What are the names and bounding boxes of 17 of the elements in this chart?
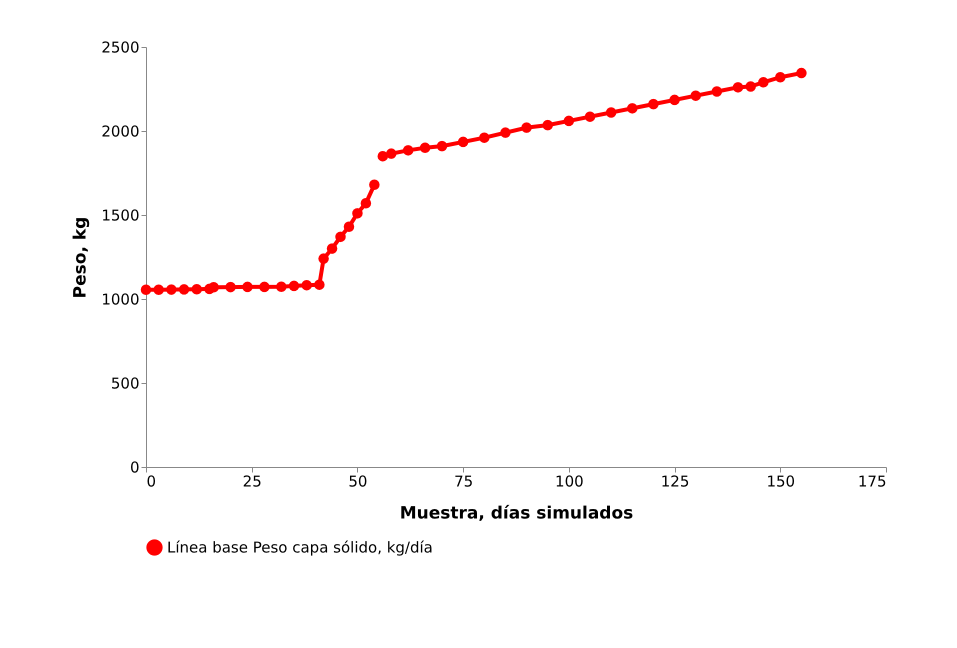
y-tick-label: 0 (130, 458, 140, 476)
x-tick-label: 0 (146, 472, 156, 490)
x-tick-label: 75 (454, 472, 474, 490)
x-tick-label: 125 (660, 472, 690, 490)
y-tick-label: 1000 (101, 290, 140, 308)
y-axis-title: Peso, kg (70, 216, 90, 298)
x-tick-label: 100 (555, 472, 584, 490)
x-tick-label: 50 (348, 472, 368, 490)
x-axis-title: Muestra, días simulados (400, 504, 634, 524)
x-tick-label: 25 (242, 472, 262, 490)
y-tick-label: 2000 (101, 122, 140, 140)
y-tick-label: 500 (110, 374, 140, 392)
legend-label: Línea base Peso capa sólido, kg/día (167, 538, 433, 556)
x-tick-label: 175 (858, 472, 886, 490)
x-tick-label: 150 (766, 472, 796, 490)
y-tick-label: 2500 (101, 38, 140, 56)
y-tick-label: 1500 (101, 206, 140, 224)
